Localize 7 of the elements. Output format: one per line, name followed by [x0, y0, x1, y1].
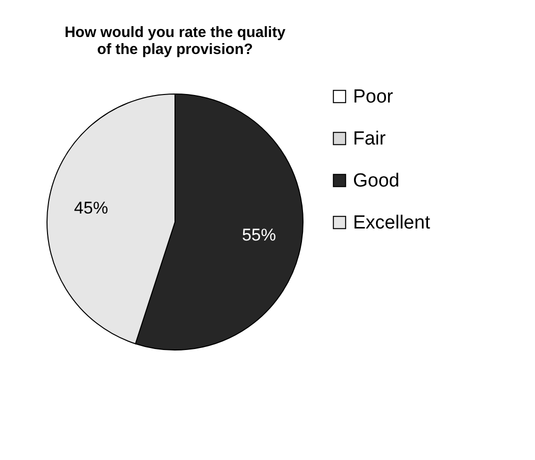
legend-label: Poor — [353, 86, 394, 108]
legend-label: Fair — [353, 128, 386, 150]
chart-title: How would you rate the quality of the play provision? — [64, 24, 286, 58]
legend-label: Excellent — [353, 212, 431, 234]
data-label: 55% — [242, 225, 276, 244]
legend-label: Good — [353, 170, 400, 192]
data-label: 45% — [74, 198, 108, 218]
